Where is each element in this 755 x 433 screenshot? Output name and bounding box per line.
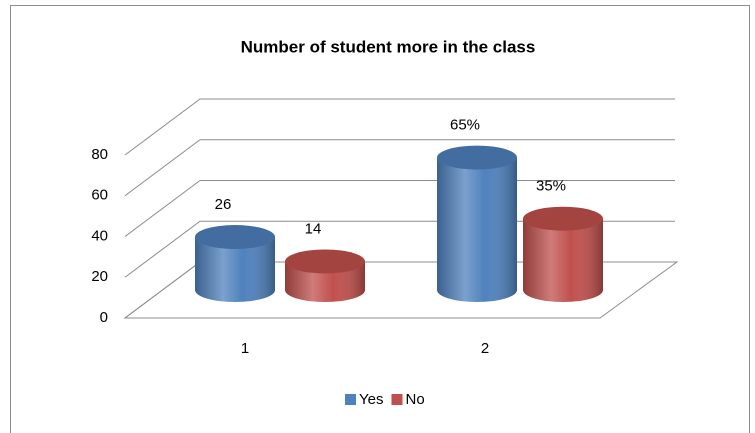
data-label: 14 xyxy=(305,220,322,237)
y-tick-label: 60 xyxy=(91,187,108,204)
cylinder-top-shade xyxy=(285,249,365,274)
x-tick-label: 1 xyxy=(241,340,249,357)
legend-label: Yes xyxy=(359,391,383,408)
cylinder-shade xyxy=(523,218,603,302)
y-tick-label: 0 xyxy=(100,309,108,326)
cylinder-top-shade xyxy=(523,206,603,231)
y-tick-label: 20 xyxy=(91,268,108,285)
chart-title: Number of student more in the class xyxy=(241,37,536,56)
x-tick-label: 2 xyxy=(481,340,489,357)
cylinder-shade xyxy=(437,157,517,302)
cylinder-top-shade xyxy=(437,145,517,170)
cylinder-top-shade xyxy=(195,225,275,250)
cylinder xyxy=(437,145,517,302)
cylinder-top xyxy=(285,249,365,274)
data-label: 35% xyxy=(536,178,566,195)
data-label: 65% xyxy=(450,117,480,134)
legend-label: No xyxy=(405,391,424,408)
cylinder xyxy=(195,225,275,302)
cylinder xyxy=(523,206,603,302)
cylinder-top xyxy=(195,225,275,250)
y-tick-label: 40 xyxy=(91,227,108,244)
cylinder xyxy=(285,249,365,302)
data-label: 26 xyxy=(215,196,232,213)
legend-swatch xyxy=(345,394,356,405)
grid-line xyxy=(124,139,675,197)
y-tick-label: 80 xyxy=(91,146,108,163)
cylinder-top xyxy=(523,206,603,231)
chart-frame xyxy=(10,5,750,433)
legend-swatch xyxy=(391,394,403,405)
grid-line xyxy=(124,98,675,156)
cylinder-shade xyxy=(195,237,275,302)
cylinder-top xyxy=(437,145,517,170)
